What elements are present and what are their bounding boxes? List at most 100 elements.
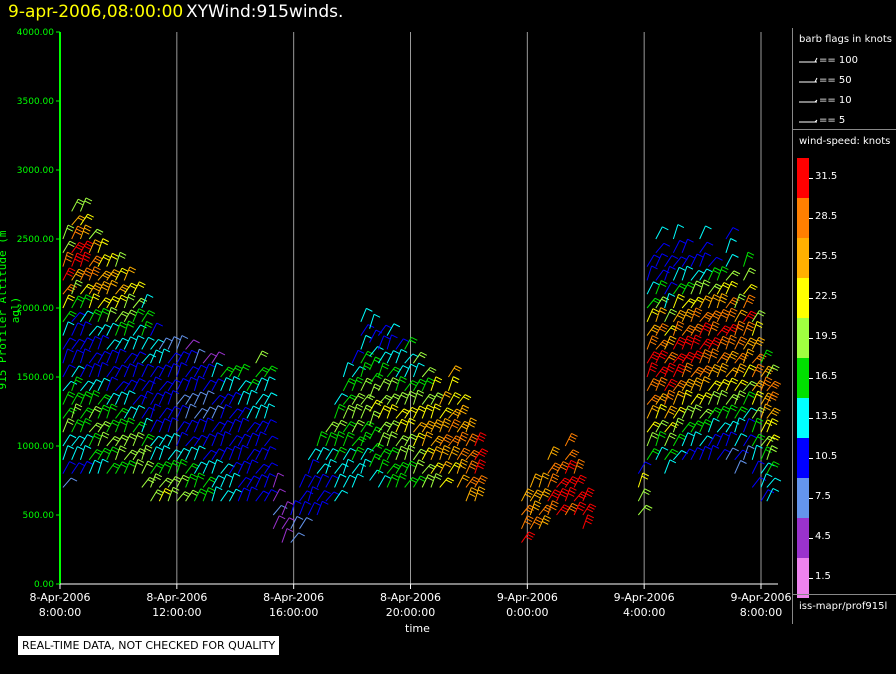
barb-shaft — [369, 346, 378, 357]
barb-flag — [233, 376, 241, 380]
barb-shaft — [395, 408, 405, 419]
barb-flag — [427, 396, 435, 400]
barb-flag — [766, 473, 773, 478]
barb-flag — [209, 433, 216, 438]
barb-shaft — [404, 353, 414, 364]
wind-barb — [742, 251, 755, 267]
colorbar-swatch — [797, 278, 809, 318]
colorbar-tick — [809, 338, 813, 339]
barb-flag — [525, 518, 533, 523]
barb-flag — [747, 251, 755, 256]
barb-shaft — [360, 351, 369, 364]
wind-barb — [185, 366, 200, 378]
barb-flag — [661, 446, 669, 451]
barb-shaft — [237, 418, 244, 433]
wind-barb — [547, 489, 562, 502]
barb-flag — [393, 420, 401, 424]
barb-flag — [428, 447, 436, 452]
barb-shaft — [150, 322, 158, 336]
wind-barb — [655, 446, 669, 461]
barb-flag — [688, 300, 695, 305]
barb-flag — [236, 435, 244, 440]
barb-shaft — [725, 367, 735, 378]
wind-barb — [123, 336, 137, 350]
wind-barb — [760, 376, 773, 391]
barb-shaft — [123, 390, 130, 405]
barb-flag — [84, 393, 92, 398]
barb-shaft — [97, 324, 106, 336]
barb-flag — [443, 421, 451, 425]
barb-flag — [651, 380, 659, 385]
wind-barb — [412, 389, 425, 405]
barb-flag — [164, 463, 171, 468]
wind-barb — [299, 517, 313, 530]
barb-shaft — [646, 324, 655, 336]
barb-flag — [402, 461, 410, 466]
barb-shaft — [158, 477, 168, 488]
barb-shaft — [237, 477, 247, 488]
wind-barb — [404, 363, 417, 378]
barb-flag — [711, 351, 719, 356]
barb-flag — [383, 450, 391, 455]
barb-shaft — [448, 419, 456, 433]
barb-shaft — [646, 297, 656, 309]
barb-flag — [746, 254, 754, 259]
barb-flag — [470, 436, 478, 440]
barb-flag — [243, 487, 251, 492]
barb-shaft — [237, 364, 245, 378]
wind-barb — [655, 226, 669, 240]
barb-flag — [442, 451, 449, 456]
wind-barb — [582, 514, 595, 529]
barb-shaft — [342, 362, 349, 378]
barb-flag — [139, 378, 146, 383]
barb-shaft — [263, 403, 270, 419]
barb-flag — [711, 342, 719, 347]
barb-flag — [68, 294, 75, 299]
barb-shaft — [351, 463, 361, 474]
wind-barb — [377, 432, 391, 447]
barb-flag — [738, 320, 746, 325]
barb-flag — [731, 404, 738, 409]
barb-flag — [251, 486, 258, 491]
wind-barb — [564, 459, 578, 474]
wind-barb — [115, 407, 130, 419]
barb-flag — [770, 448, 777, 453]
barb-shaft — [185, 436, 195, 447]
barb-shaft — [360, 421, 369, 433]
barb-flag — [359, 462, 367, 467]
barb-flag — [277, 472, 285, 477]
barb-flag — [696, 368, 704, 373]
barb-flag — [92, 296, 100, 301]
barb-flag — [704, 367, 712, 372]
wind-barb — [141, 390, 154, 405]
wind-barb — [115, 310, 130, 323]
barb-shaft — [751, 477, 761, 488]
barb-flag — [550, 506, 557, 511]
barb-flag — [418, 362, 425, 367]
barb-flag — [527, 533, 534, 538]
wind-barb — [351, 403, 364, 419]
wind-barb — [281, 501, 294, 516]
barb-shaft — [106, 280, 113, 295]
barb-flag — [208, 487, 215, 492]
barb-flag — [679, 336, 687, 341]
barb-flag — [747, 348, 755, 353]
wind-barb — [246, 459, 259, 474]
barb-flag — [411, 433, 418, 438]
barb-flag — [101, 434, 109, 439]
barb-shaft — [556, 504, 565, 516]
barb-flag — [687, 354, 695, 359]
wind-barb — [88, 266, 101, 281]
wind-barb — [255, 350, 269, 364]
wind-barb — [413, 448, 428, 461]
barb-flag — [201, 461, 208, 466]
barb-flag — [561, 463, 568, 468]
wind-barb — [439, 477, 454, 488]
barb-flag — [110, 273, 118, 278]
barb-shaft — [448, 365, 457, 378]
wind-barb — [132, 405, 146, 419]
barb-flag — [436, 437, 444, 442]
barb-shaft — [176, 394, 186, 405]
colorbar-tick — [809, 418, 813, 419]
wind-barb — [193, 461, 208, 474]
